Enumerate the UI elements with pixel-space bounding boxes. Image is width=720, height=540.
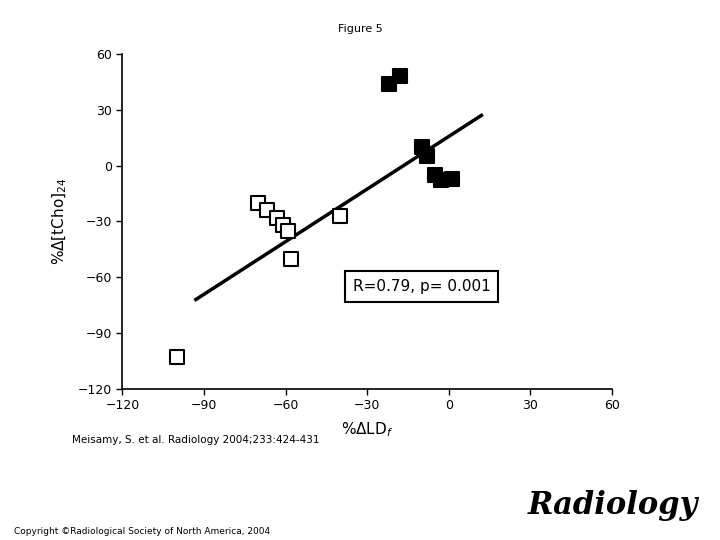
Point bbox=[285, 254, 297, 263]
Y-axis label: %$\Delta$[tCho]$_{24}$: %$\Delta$[tCho]$_{24}$ bbox=[51, 178, 69, 265]
Point bbox=[429, 171, 441, 179]
Point bbox=[446, 174, 457, 183]
Text: Figure 5: Figure 5 bbox=[338, 24, 382, 35]
Point bbox=[421, 152, 433, 160]
Text: Copyright ©Radiological Society of North America, 2004: Copyright ©Radiological Society of North… bbox=[14, 526, 271, 536]
Point bbox=[383, 79, 395, 88]
Point bbox=[435, 176, 446, 185]
Point bbox=[416, 143, 428, 151]
Text: Meisamy, S. et al. Radiology 2004;233:424-431: Meisamy, S. et al. Radiology 2004;233:42… bbox=[72, 435, 320, 445]
Point bbox=[253, 199, 264, 207]
Point bbox=[334, 212, 346, 220]
Point bbox=[394, 72, 405, 80]
Point bbox=[171, 353, 183, 361]
Point bbox=[261, 206, 272, 214]
Point bbox=[282, 226, 294, 235]
Point bbox=[271, 213, 283, 222]
Text: R=0.79, p= 0.001: R=0.79, p= 0.001 bbox=[353, 279, 490, 294]
Text: Radiology: Radiology bbox=[528, 490, 698, 521]
Point bbox=[277, 221, 289, 230]
X-axis label: %$\Delta$LD$_f$: %$\Delta$LD$_f$ bbox=[341, 421, 393, 439]
